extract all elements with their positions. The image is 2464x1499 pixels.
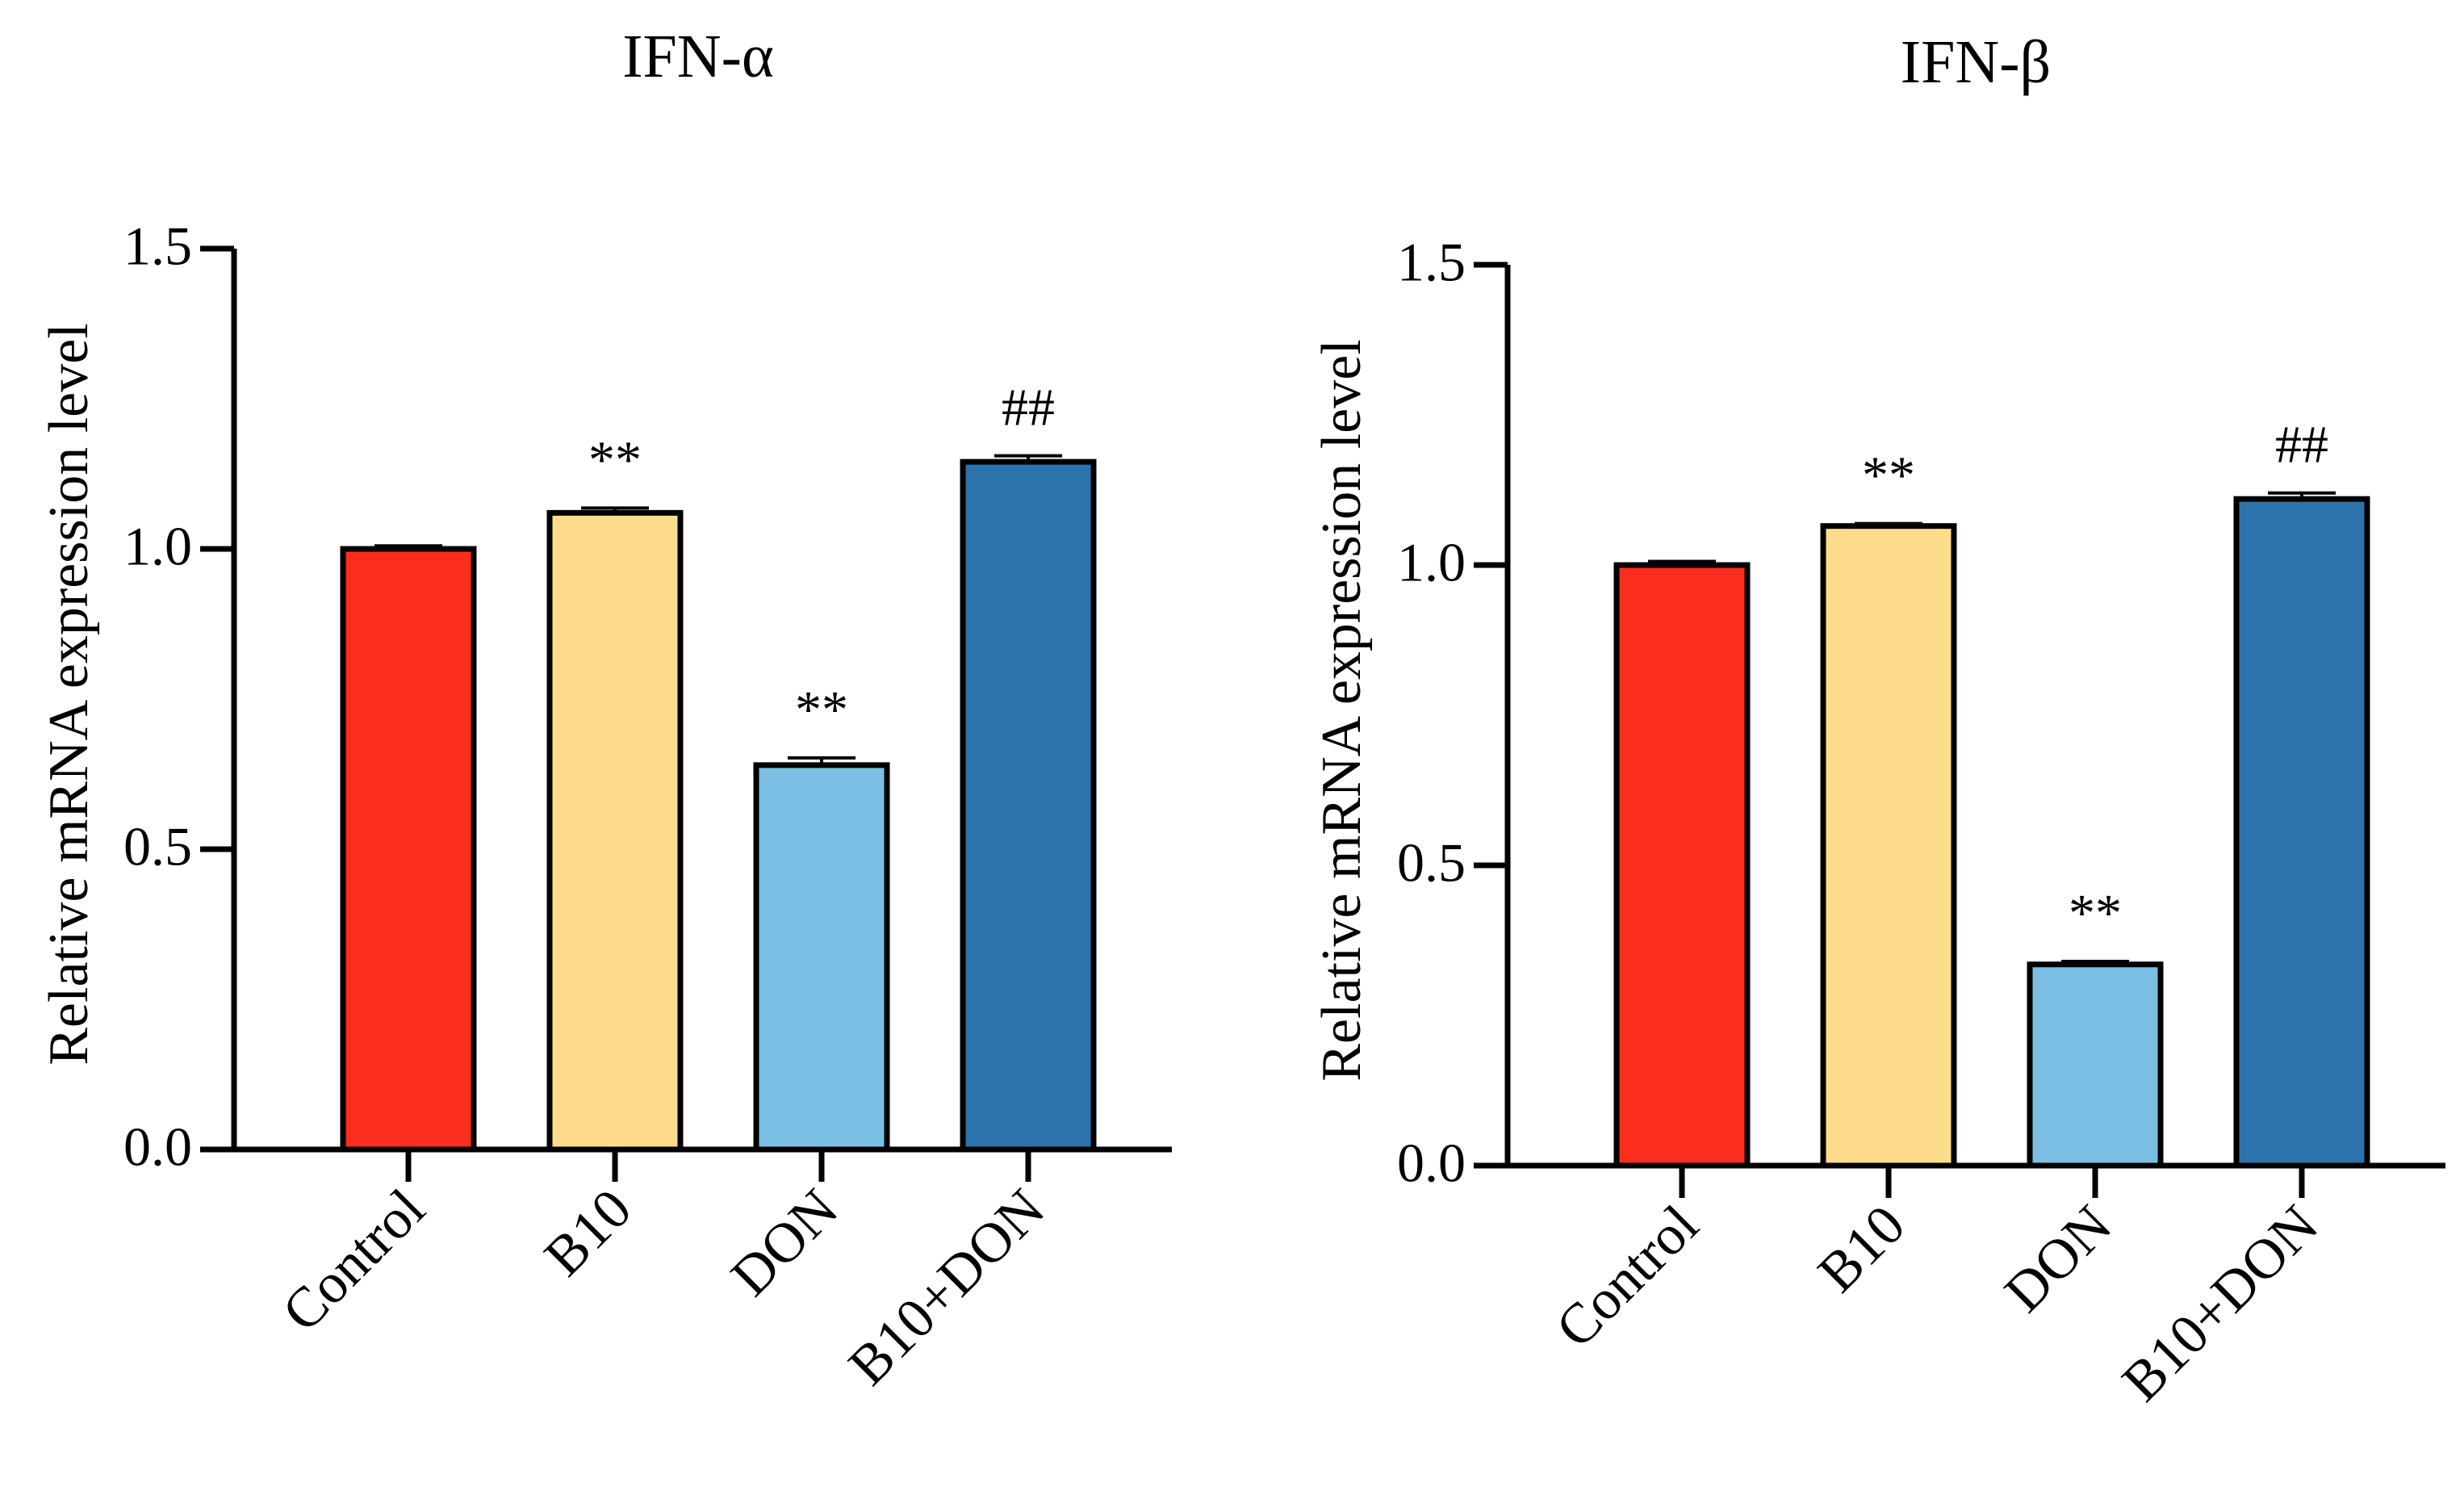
y-tick-label: 1.5 [123, 216, 192, 277]
x-tick-label: B10+DON [2111, 1194, 2330, 1413]
y-axis-label: Relative mRNA expression level [1311, 339, 1373, 1082]
bar [340, 546, 477, 1153]
y-axis-label: Relative mRNA expression level [38, 323, 100, 1066]
y-tick-label: 0.5 [1397, 832, 1466, 894]
significance-label: ** [2069, 884, 2122, 943]
x-tick-label: B10+DON [837, 1178, 1056, 1397]
significance-label: ## [2275, 416, 2328, 475]
bar [1613, 562, 1751, 1169]
y-ticks: 0.0 0.5 1.0 1.5 [1397, 232, 1466, 1194]
significance-label: ** [588, 430, 642, 489]
chart-panel-ifn-alpha: IFN-α Relative mRNA expression level 0.0… [38, 23, 1172, 1397]
y-tick-label: 1.0 [1397, 532, 1466, 593]
bars [340, 454, 1097, 1153]
bar [1820, 523, 1957, 1169]
x-tick-label: Control [1545, 1194, 1711, 1360]
bar [2233, 496, 2370, 1169]
x-tick-label: DON [1993, 1194, 2124, 1325]
x-tick-label: DON [720, 1178, 851, 1308]
y-tick-label: 0.0 [123, 1116, 192, 1178]
y-ticks: 0.0 0.5 1.0 1.5 [123, 216, 192, 1178]
significance-label: ## [1002, 379, 1055, 438]
chart-title: IFN-α [622, 23, 774, 90]
y-tick-label: 1.5 [1397, 232, 1466, 293]
chart-title: IFN-β [1901, 28, 2051, 96]
bar [753, 762, 890, 1153]
x-tick-label: B10 [1806, 1194, 1917, 1304]
x-tick-label: Control [271, 1178, 437, 1344]
bar [2027, 961, 2164, 1169]
y-tick-label: 0.5 [123, 816, 192, 877]
x-tick-label: B10 [533, 1178, 643, 1288]
bar [960, 458, 1097, 1153]
chart-panel-ifn-beta: IFN-β Relative mRNA expression level 0.0… [1311, 28, 2445, 1413]
significance-label: ** [1862, 446, 1915, 505]
bars [1613, 491, 2370, 1169]
x-tick-labels: Control B10 DON B10+DON [1545, 1194, 2331, 1413]
significance-labels: ** ** ## [588, 379, 1055, 739]
bar [546, 509, 684, 1153]
significance-labels: ** ** ## [1862, 416, 2328, 943]
significance-label: ** [795, 680, 848, 739]
y-tick-label: 0.0 [1397, 1133, 1466, 1194]
x-tick-labels: Control B10 DON B10+DON [271, 1178, 1057, 1397]
y-tick-label: 1.0 [123, 516, 192, 577]
